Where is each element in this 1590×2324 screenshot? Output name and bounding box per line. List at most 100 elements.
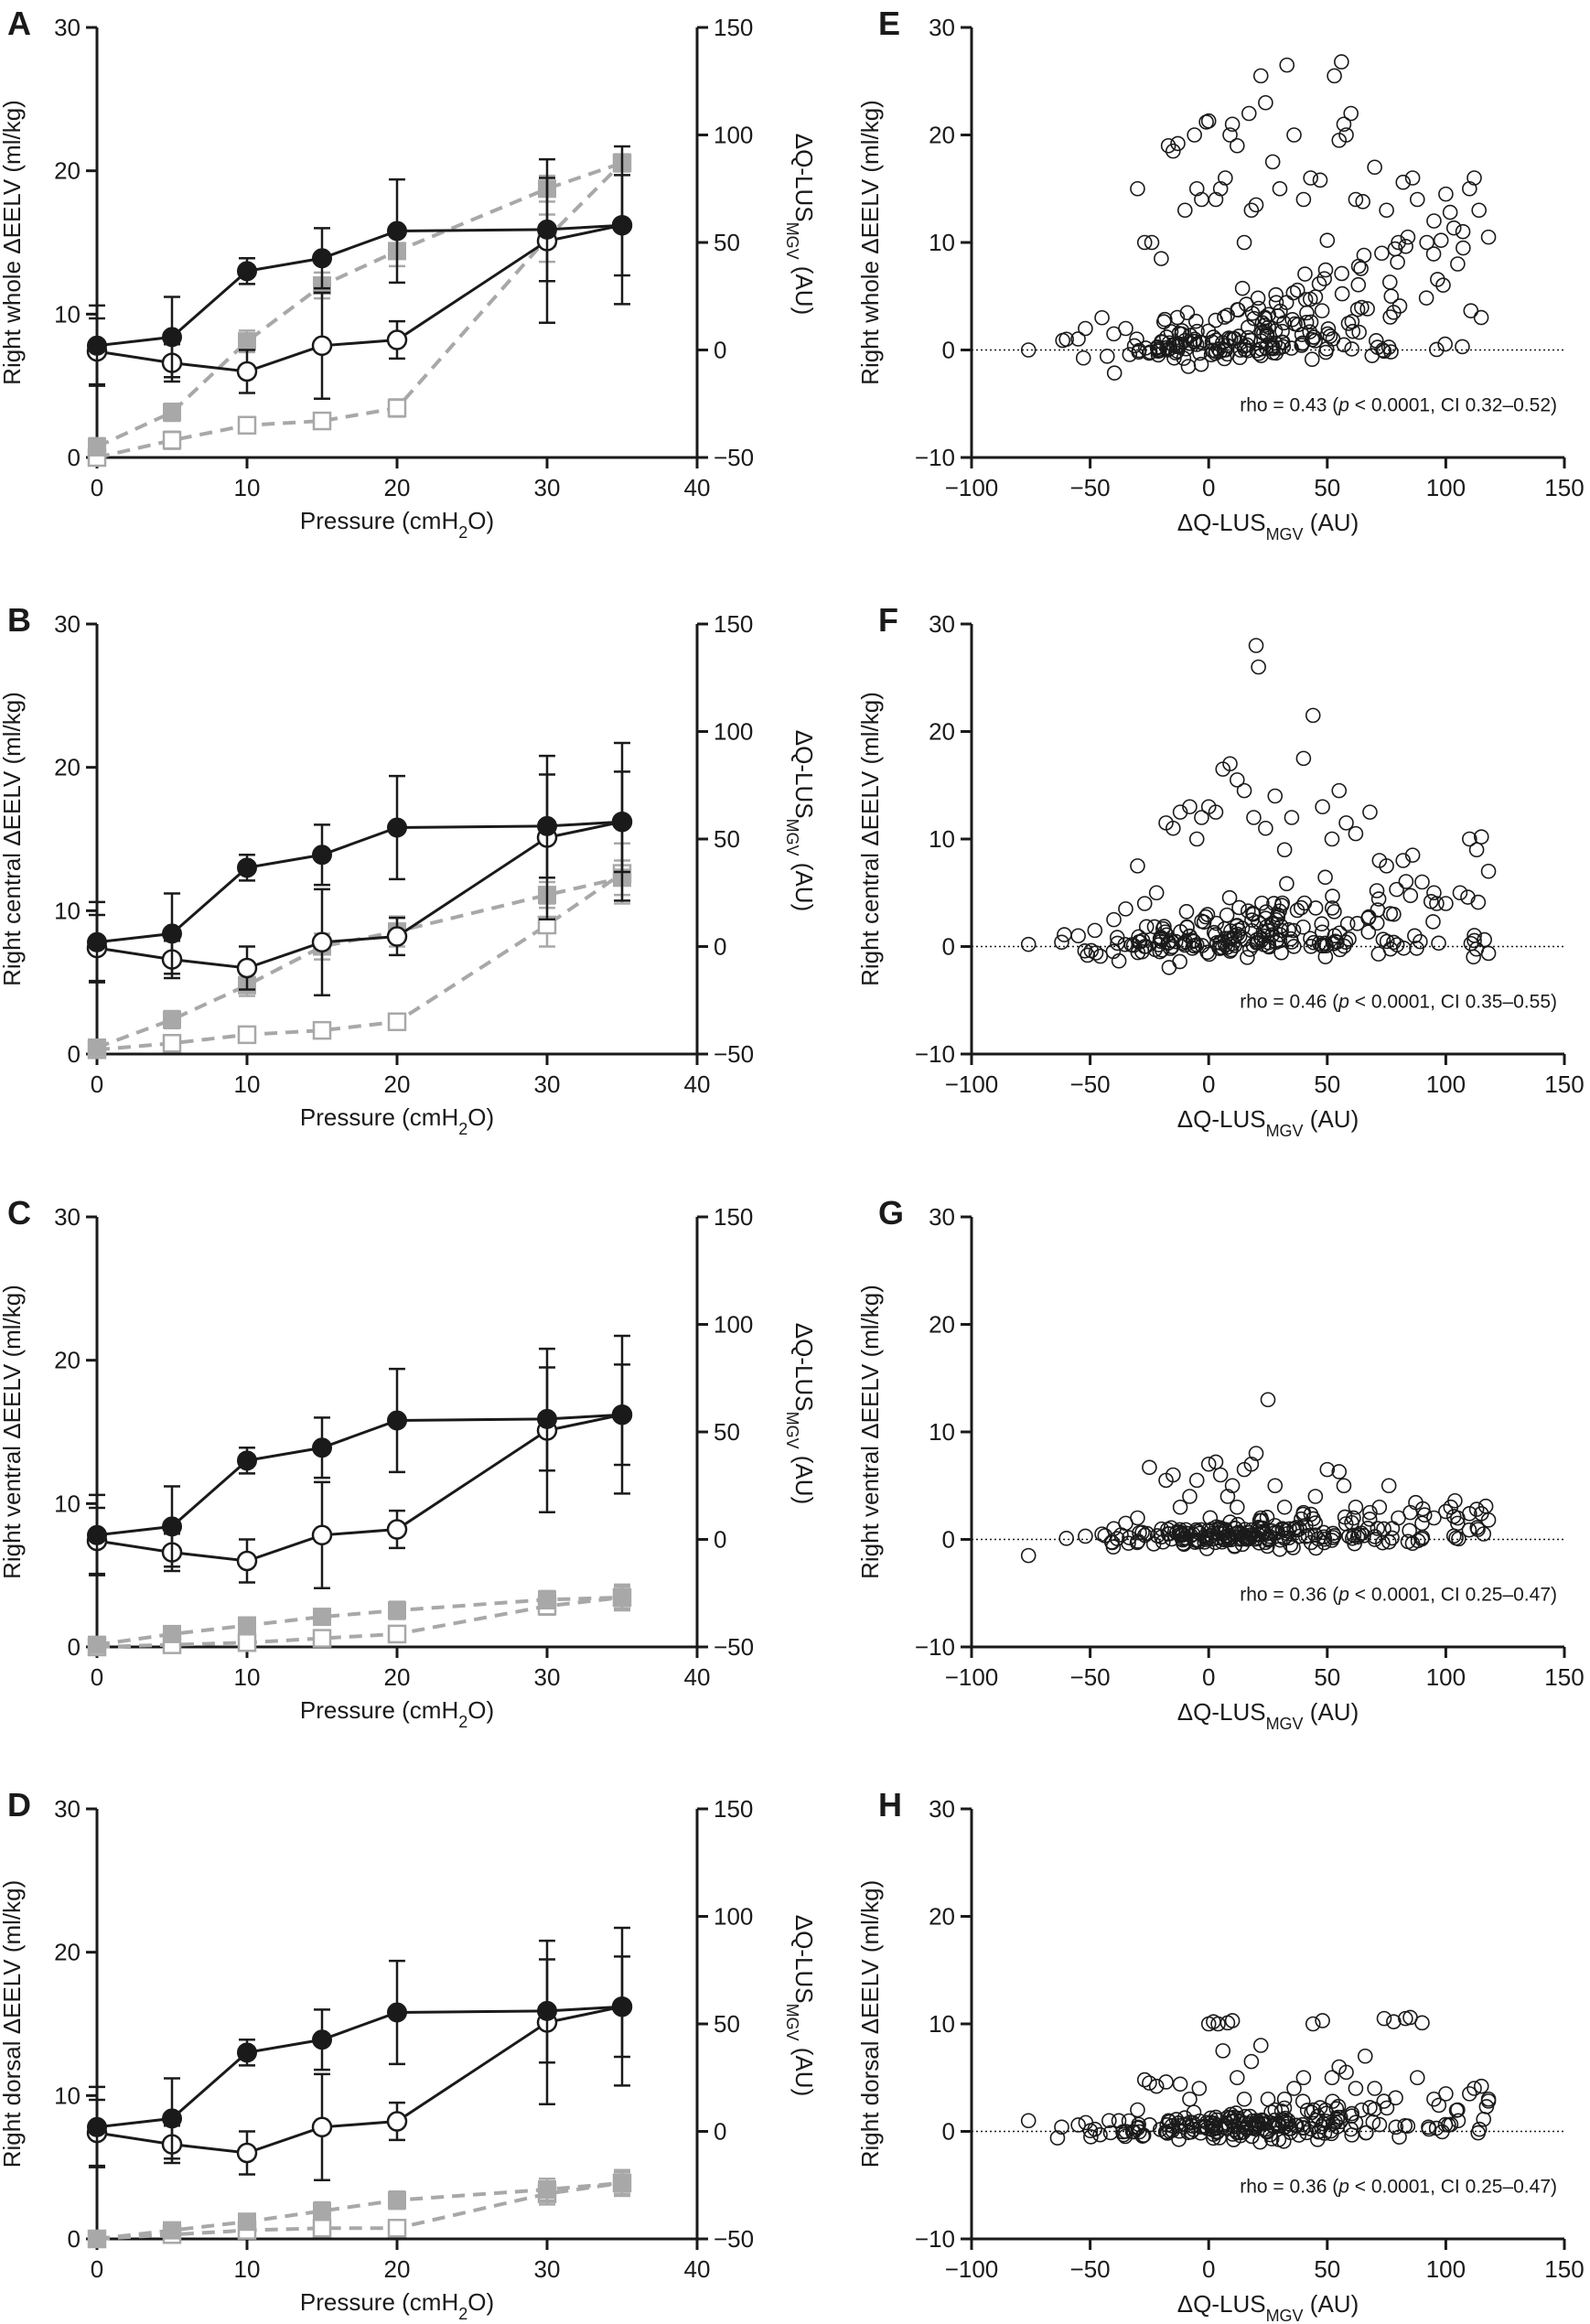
data-point xyxy=(1083,2129,1099,2145)
y-tick-label: 30 xyxy=(54,1795,81,1823)
data-point xyxy=(1361,1512,1378,1527)
data-point xyxy=(1169,309,1186,326)
data-point xyxy=(1224,2013,1241,2028)
data-point xyxy=(1020,1547,1037,1564)
data-point xyxy=(1267,335,1284,351)
series-filled-circle xyxy=(87,1363,632,1576)
data-point xyxy=(1162,2124,1177,2139)
data-point xyxy=(1314,937,1329,953)
data-point xyxy=(1473,2078,1489,2094)
data-point xyxy=(1273,898,1290,913)
data-point xyxy=(1316,2115,1331,2132)
data-point xyxy=(1396,940,1412,956)
data-point xyxy=(1219,346,1235,362)
data-point xyxy=(312,845,332,866)
y2-axis-label-sub: MGV xyxy=(783,1412,801,1449)
x-tick-label: 40 xyxy=(684,2255,711,2283)
x-tick-label: 20 xyxy=(384,1071,411,1098)
data-point xyxy=(1365,2114,1381,2130)
data-point xyxy=(1386,305,1402,320)
data-point xyxy=(162,327,182,348)
y2-axis-label: ΔQ-LUSMGV (AU) xyxy=(783,134,818,316)
x-tick-label: 150 xyxy=(1544,1071,1584,1098)
data-point xyxy=(1334,54,1349,70)
y-tick-label: 0 xyxy=(68,444,81,471)
y-axis-label: Right central ΔEELV (ml/kg) xyxy=(0,692,26,986)
data-point xyxy=(1438,186,1454,202)
data-point xyxy=(1183,2124,1199,2140)
data-point xyxy=(1329,2119,1346,2135)
rho-text: rho = 0.36 ( xyxy=(1240,1584,1338,1605)
scatter-points xyxy=(1020,2009,1497,2150)
data-point xyxy=(537,219,557,240)
data-point xyxy=(1302,291,1318,307)
data-point xyxy=(1208,2120,1224,2136)
y-axis-label: Right central ΔEELV (ml/kg) xyxy=(856,692,884,986)
y-axis-label: Right dorsal ΔEELV (ml/kg) xyxy=(856,1880,884,2168)
x-axis-label-sub: 2 xyxy=(458,2305,467,2323)
data-point xyxy=(1231,899,1247,916)
data-point xyxy=(1267,1478,1284,1494)
data-point xyxy=(312,1020,332,1040)
x-axis-label-sub: MGV xyxy=(1266,525,1304,543)
data-point xyxy=(1094,309,1110,326)
data-point xyxy=(1199,907,1216,922)
data-point xyxy=(1259,1510,1275,1525)
x-tick-label: 20 xyxy=(384,2255,411,2283)
data-point xyxy=(1276,2091,1293,2107)
x-tick-label: 50 xyxy=(1314,474,1340,501)
data-point xyxy=(1252,68,1269,84)
data-point xyxy=(1345,323,1361,339)
data-point xyxy=(1160,137,1176,154)
data-point xyxy=(1208,312,1224,328)
x-tick-label: 0 xyxy=(1202,474,1215,501)
data-point xyxy=(1150,347,1166,363)
y-tick-label: 30 xyxy=(929,14,955,41)
data-point xyxy=(1212,934,1228,951)
data-point xyxy=(1263,2131,1280,2146)
data-point xyxy=(613,1587,631,1607)
data-point xyxy=(1400,2118,1416,2134)
data-point xyxy=(1142,2116,1157,2133)
x-axis-label-main: Pressure (cmH xyxy=(300,1103,458,1131)
data-point xyxy=(312,248,332,269)
data-point xyxy=(1166,143,1181,159)
data-point xyxy=(1172,1499,1188,1515)
data-point xyxy=(163,1010,181,1029)
data-point xyxy=(1461,1522,1477,1538)
data-point xyxy=(1319,232,1336,248)
data-point xyxy=(1212,180,1229,197)
scatter-points xyxy=(1020,54,1497,381)
x-axis-label: Pressure (cmH2O) xyxy=(300,2288,494,2323)
data-point xyxy=(388,1601,406,1620)
data-point xyxy=(1295,2070,1312,2086)
y2-axis-label: ΔQ-LUSMGV (AU) xyxy=(783,1323,818,1505)
y2-tick-label: 150 xyxy=(714,1203,753,1231)
data-point xyxy=(537,815,557,836)
data-point xyxy=(1099,349,1115,364)
data-point xyxy=(386,1519,408,1540)
data-point xyxy=(1402,1504,1418,1521)
data-point xyxy=(1433,232,1449,248)
data-point xyxy=(1409,2070,1425,2086)
data-point xyxy=(87,1524,107,1545)
data-point xyxy=(1319,1461,1336,1478)
y-tick-label: 0 xyxy=(942,1526,955,1554)
data-point xyxy=(1161,934,1176,951)
data-point xyxy=(1349,915,1365,931)
series-open-circle xyxy=(86,741,633,997)
p-italic: p xyxy=(1338,1584,1349,1605)
data-point xyxy=(87,2116,107,2137)
data-point xyxy=(1260,1538,1275,1555)
data-point xyxy=(1367,159,1382,176)
data-point xyxy=(1191,2081,1208,2096)
data-point xyxy=(1226,2132,1241,2147)
data-point xyxy=(1261,319,1276,335)
data-point xyxy=(1172,2076,1188,2093)
data-point xyxy=(1240,950,1255,965)
series-open-circle xyxy=(86,1334,633,1590)
data-point xyxy=(1152,2122,1168,2137)
data-point xyxy=(1462,180,1477,197)
data-point xyxy=(1179,305,1196,321)
panel-b: B 0 10 20 30 −50 0 50 100 150 0 10 20 30 40 Pressure (c… xyxy=(0,601,818,1138)
